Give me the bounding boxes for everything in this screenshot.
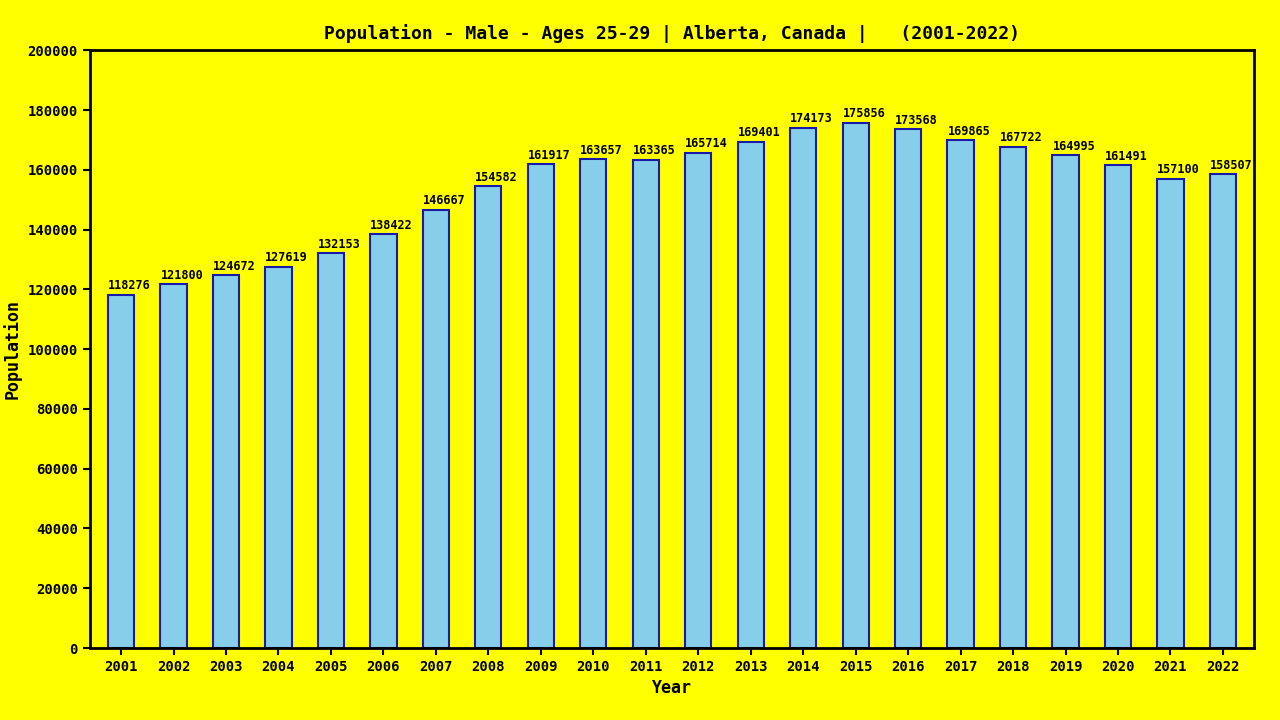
- Text: 158507: 158507: [1210, 159, 1253, 172]
- Bar: [265, 266, 292, 648]
- Bar: [422, 210, 449, 648]
- Bar: [790, 127, 817, 648]
- Text: 124672: 124672: [212, 260, 256, 273]
- Text: 175856: 175856: [842, 107, 886, 120]
- Bar: [580, 159, 607, 648]
- Text: 174173: 174173: [790, 112, 833, 125]
- Bar: [947, 140, 974, 648]
- Bar: [370, 235, 397, 648]
- Text: 163365: 163365: [632, 145, 676, 158]
- Text: 118276: 118276: [108, 279, 151, 292]
- Bar: [685, 153, 712, 648]
- Text: 161917: 161917: [527, 149, 571, 162]
- Text: 154582: 154582: [475, 171, 518, 184]
- Y-axis label: Population: Population: [3, 300, 22, 399]
- Text: 169401: 169401: [737, 127, 781, 140]
- Bar: [527, 164, 554, 648]
- Bar: [1105, 166, 1132, 648]
- Text: 161491: 161491: [1105, 150, 1148, 163]
- Bar: [1000, 147, 1027, 648]
- Bar: [737, 142, 764, 648]
- Bar: [895, 130, 922, 648]
- Bar: [108, 294, 134, 648]
- Bar: [1052, 155, 1079, 648]
- Text: 132153: 132153: [317, 238, 361, 251]
- Text: 121800: 121800: [160, 269, 204, 282]
- Text: 146667: 146667: [422, 194, 466, 207]
- X-axis label: Year: Year: [652, 680, 692, 698]
- Text: 127619: 127619: [265, 251, 308, 264]
- Bar: [1210, 174, 1236, 648]
- Text: 167722: 167722: [1000, 132, 1043, 145]
- Bar: [475, 186, 502, 648]
- Text: 138422: 138422: [370, 219, 413, 232]
- Bar: [1157, 179, 1184, 648]
- Bar: [317, 253, 344, 648]
- Text: 165714: 165714: [685, 138, 728, 150]
- Text: 169865: 169865: [947, 125, 991, 138]
- Text: 157100: 157100: [1157, 163, 1201, 176]
- Bar: [160, 284, 187, 648]
- Text: 164995: 164995: [1052, 140, 1096, 153]
- Bar: [842, 122, 869, 648]
- Title: Population - Male - Ages 25-29 | Alberta, Canada |   (2001-2022): Population - Male - Ages 25-29 | Alberta…: [324, 24, 1020, 43]
- Text: 163657: 163657: [580, 143, 623, 157]
- Text: 173568: 173568: [895, 114, 938, 127]
- Bar: [212, 276, 239, 648]
- Bar: [632, 160, 659, 648]
